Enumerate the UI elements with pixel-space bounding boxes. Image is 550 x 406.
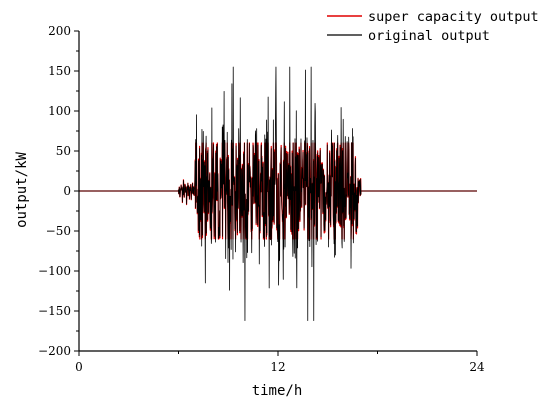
x-tick-label: 12 bbox=[270, 360, 285, 374]
series-layer bbox=[79, 66, 477, 321]
y-tick-label: −150 bbox=[38, 304, 71, 318]
x-tick-label: 0 bbox=[75, 360, 83, 374]
series-line-original-output bbox=[79, 66, 477, 321]
y-axis-title: output/kW bbox=[14, 152, 30, 228]
y-tick-label: −50 bbox=[46, 224, 71, 238]
legend-label-super-capacity-output: super capacity output bbox=[368, 9, 539, 25]
legend: super capacity output original output bbox=[327, 9, 539, 44]
y-tick-label: −200 bbox=[38, 344, 71, 358]
y-tick-label: 50 bbox=[56, 144, 71, 158]
x-axis-title: time/h bbox=[252, 383, 303, 399]
x-tick-label: 24 bbox=[469, 360, 485, 374]
legend-label-original-output: original output bbox=[368, 28, 490, 44]
y-tick-label: −100 bbox=[38, 264, 71, 278]
ticks-layer: −200 −150 −100 −50 0 50 100 150 200 0 12 24 bbox=[38, 24, 485, 374]
y-tick-label: 200 bbox=[48, 24, 71, 38]
y-tick-label: 0 bbox=[63, 184, 71, 198]
y-tick-label: 100 bbox=[48, 104, 71, 118]
y-tick-label: 150 bbox=[48, 64, 71, 78]
